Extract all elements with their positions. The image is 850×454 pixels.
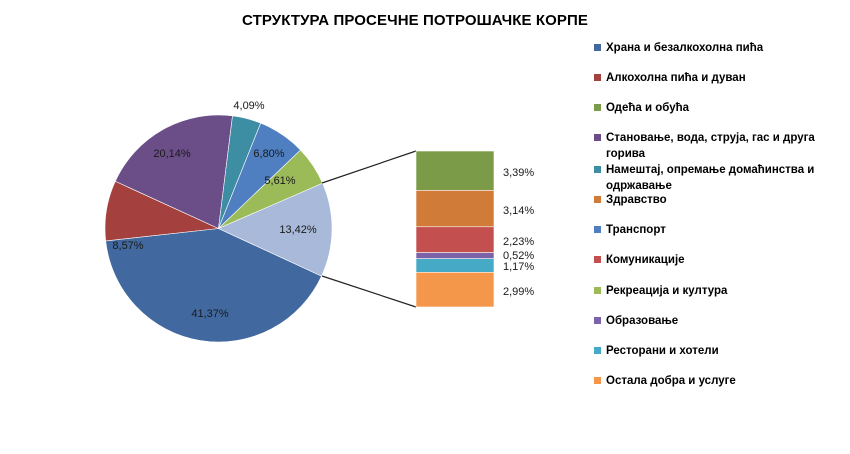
data-labels: 41,37% 8,57% 20,14% 4,09% 6,80% 5,61% 13,42% 3,…: [112, 100, 534, 320]
pie-slice-label: 41,37%: [191, 308, 229, 320]
legend-label: Здравство: [606, 194, 667, 206]
legend-label: Остала добра и услуге: [606, 375, 736, 387]
bar-segment: [415, 252, 495, 260]
connector-lines: [321, 150, 417, 308]
pie: [104, 114, 333, 343]
legend-item: Ресторани и хотели: [594, 343, 834, 359]
pie-slice-label: 5,61%: [264, 175, 295, 187]
legend-label: Храна и безалкохолна пића: [606, 42, 764, 54]
connector-line-bottom: [321, 275, 417, 308]
legend-label: Рекреација и култура: [606, 285, 728, 297]
bar-segment-label: 2,23%: [503, 236, 534, 248]
legend-marker-icon: [594, 196, 601, 203]
legend-item: Храна и безалкохолна пића: [594, 40, 834, 56]
bar-segment: [415, 271, 495, 308]
legend-marker-icon: [594, 287, 601, 294]
bar-segment-label: 0,52%: [503, 250, 534, 262]
legend-item: Намештај, опремање домаћинства и одржава…: [594, 162, 834, 194]
bar-segment-label: 1,17%: [503, 261, 534, 273]
legend-marker-icon: [594, 166, 601, 173]
pie-slice: [114, 114, 233, 229]
legend-label: Комуникације: [606, 254, 685, 266]
bar-segment-label: 3,14%: [503, 205, 534, 217]
legend-marker-icon: [594, 317, 601, 324]
pie-slice-label: 13,42%: [279, 224, 317, 236]
bar-segment: [415, 190, 495, 228]
legend-marker-icon: [594, 226, 601, 233]
legend-label: Одећа и обућа: [606, 102, 690, 114]
bar-segment: [415, 150, 495, 191]
legend-marker-icon: [594, 74, 601, 81]
pie-slice-label: 20,14%: [153, 148, 191, 160]
legend-item: Транспорт: [594, 222, 834, 238]
legend-marker-icon: [594, 347, 601, 354]
bar-segment-label: 2,99%: [503, 286, 534, 298]
pie-slice-label: 4,09%: [233, 100, 264, 112]
legend-label: Ресторани и хотели: [606, 345, 719, 357]
legend-label: Становање, вода, струја, гас и друга гор…: [606, 132, 815, 160]
legend-item: Остала добра и услуге: [594, 373, 834, 389]
bar-segment-label: 3,39%: [503, 167, 534, 179]
legend-item: Одећа и обућа: [594, 100, 834, 116]
bar-segment: [415, 258, 495, 273]
legend-marker-icon: [594, 377, 601, 384]
pie-slice-label: 6,80%: [253, 148, 284, 160]
legend-marker-icon: [594, 104, 601, 111]
chart-title: СТРУКТУРА ПРОСЕЧНЕ ПОТРОШАЧКЕ КОРПЕ: [242, 12, 588, 29]
pie-slice-label: 8,57%: [112, 240, 143, 252]
bar-segment: [415, 226, 495, 253]
legend-item: Комуникације: [594, 252, 834, 268]
pie-slice: [105, 228, 322, 343]
pie-slice: [217, 182, 333, 277]
legend-marker-icon: [594, 44, 601, 51]
legend-marker-icon: [594, 134, 601, 141]
legend-item: Здравство: [594, 192, 834, 208]
legend-label: Алкохолна пића и дуван: [606, 72, 746, 84]
split-bar: [415, 150, 495, 308]
legend-item: Алкохолна пића и дуван: [594, 70, 834, 86]
connector-line-top: [321, 150, 417, 184]
legend-label: Образовање: [606, 315, 679, 327]
legend-item: Становање, вода, струја, гас и друга гор…: [594, 130, 834, 162]
legend-item: Образовање: [594, 313, 834, 329]
legend-label: Транспорт: [606, 224, 666, 236]
legend-item: Рекреација и култура: [594, 283, 834, 299]
legend-label: Намештај, опремање домаћинства и одржава…: [606, 164, 815, 192]
legend-marker-icon: [594, 256, 601, 263]
